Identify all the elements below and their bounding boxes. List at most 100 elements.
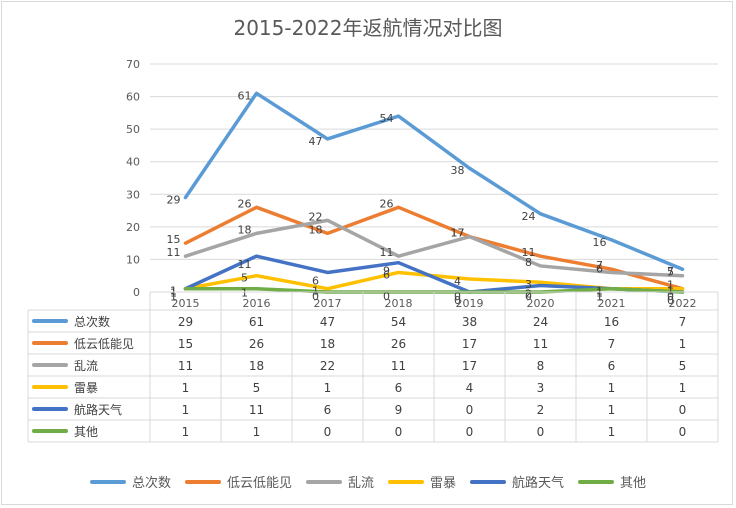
table-cell: 29 [178,315,193,329]
table-cell: 5 [679,359,687,373]
table-cell: 1 [679,337,687,351]
table-cell: 1 [182,425,190,439]
table-series-name: 总次数 [74,314,110,329]
data-label: 2 [525,287,532,300]
data-point [539,254,542,258]
x-tick-label: 2017 [314,297,342,310]
data-point [610,270,613,274]
data-point [397,261,400,265]
table-cell: 16 [604,315,619,329]
data-label: 24 [522,210,536,223]
data-label: 1 [170,287,177,300]
y-tick-label: 0 [133,286,140,299]
table-cell: 61 [249,315,264,329]
table-cell: 1 [608,381,616,395]
table-cell: 22 [320,359,335,373]
data-label: 6 [383,268,390,281]
data-point [681,274,684,278]
data-label: 6 [312,274,319,287]
legend-item: 航路天气 [470,472,564,491]
data-label: 1 [170,291,177,304]
x-tick-label: 2020 [527,297,555,310]
data-point [326,137,329,141]
data-point [539,280,542,284]
data-point [539,264,542,268]
table-series-name: 航路天气 [74,402,122,417]
data-label: 4 [454,275,461,288]
y-tick-label: 30 [126,188,140,201]
series-line-3 [183,218,685,278]
table-cell: 11 [249,403,264,417]
legend-swatch [305,479,342,484]
data-point [610,267,613,271]
data-label: 11 [380,246,394,259]
legend-item: 其他 [578,472,646,491]
table-cell: 26 [391,337,406,351]
data-label: 1 [312,285,319,298]
table-cell: 4 [466,381,474,395]
table-cell: 0 [324,425,332,439]
table-cell: 1 [608,425,616,439]
table-cell: 11 [178,359,193,373]
legend-label: 低云低能见 [226,476,292,491]
legend-label: 乱流 [347,476,374,491]
table-cell: 11 [533,337,548,351]
table-cell: 54 [391,315,406,329]
data-label: 0 [667,294,674,307]
series-line-4 [183,270,685,291]
y-tick-label: 60 [126,91,140,104]
data-label: 0 [454,294,461,307]
data-label: 22 [309,210,323,223]
data-point [184,241,187,245]
data-label: 0 [454,290,461,303]
data-label: 18 [238,223,252,236]
data-label: 1 [241,287,248,300]
data-point [326,270,329,274]
data-point [468,166,471,170]
data-label: 11 [238,258,252,271]
data-point [184,287,187,291]
data-label: 0 [312,290,319,303]
data-point [184,196,187,200]
table-cell: 38 [462,315,477,329]
data-label: 7 [596,259,603,272]
data-label: 17 [451,227,465,240]
legend-swatch [388,479,424,484]
data-point [397,205,400,209]
data-label: 6 [596,262,603,275]
table-cell: 17 [462,337,477,351]
table-cell: 0 [395,425,403,439]
series-line-1 [183,91,685,271]
data-label: 0 [525,290,532,303]
legend-swatch [89,479,126,484]
table-cell: 0 [466,403,474,417]
table-cell: 5 [253,381,261,395]
x-tick-label: 2016 [243,297,271,310]
data-label: 61 [238,89,252,102]
data-label: 5 [241,272,248,285]
table-cell: 15 [178,337,193,351]
chart-title: 2015-2022年返航情况对比图 [233,16,503,40]
data-label: 29 [167,194,181,207]
legend-item: 总次数 [89,472,171,491]
data-point [255,91,258,95]
data-label: 38 [451,164,465,177]
legend-swatch [578,479,615,484]
data-label: 11 [522,246,536,259]
data-label: 1 [667,285,674,298]
table-cell: 26 [249,337,264,351]
data-point [397,270,400,274]
table-cell: 6 [608,359,616,373]
data-label: 26 [238,197,252,210]
x-tick-label: 2018 [385,297,413,310]
table-cell: 6 [324,403,332,417]
table-cell: 47 [320,315,335,329]
data-point [468,235,471,239]
data-point [610,287,613,291]
legend-swatch [470,479,507,484]
data-label: 1 [170,285,177,298]
data-label: 15 [167,233,181,246]
data-label: 7 [667,265,674,278]
data-point [326,231,329,235]
table-cell: 2 [537,403,545,417]
